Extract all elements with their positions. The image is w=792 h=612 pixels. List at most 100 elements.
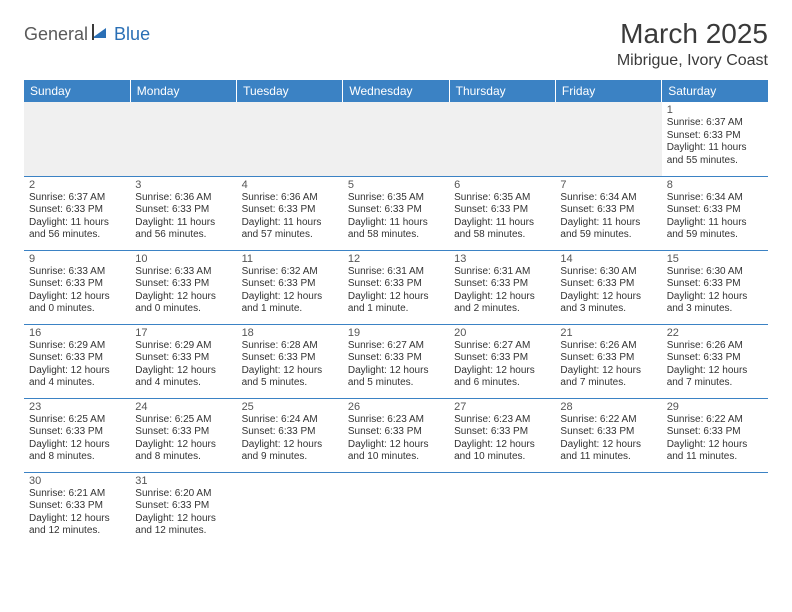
sunset-text: Sunset: 6:33 PM xyxy=(454,278,550,291)
sunrise-text: Sunrise: 6:36 AM xyxy=(242,192,338,205)
calendar-page: General Blue March 2025 Mibrigue, Ivory … xyxy=(0,0,792,556)
sunset-text: Sunset: 6:33 PM xyxy=(348,352,444,365)
calendar-week-row: 23Sunrise: 6:25 AMSunset: 6:33 PMDayligh… xyxy=(24,398,768,472)
sunset-text: Sunset: 6:33 PM xyxy=(135,500,231,513)
sunrise-text: Sunrise: 6:25 AM xyxy=(135,414,231,427)
sunset-text: Sunset: 6:33 PM xyxy=(242,278,338,291)
sunset-text: Sunset: 6:33 PM xyxy=(560,278,656,291)
calendar-empty-cell xyxy=(555,102,661,176)
calendar-week-row: 2Sunrise: 6:37 AMSunset: 6:33 PMDaylight… xyxy=(24,176,768,250)
daylight-text: Daylight: 12 hours and 10 minutes. xyxy=(348,439,444,464)
title-block: March 2025 Mibrigue, Ivory Coast xyxy=(617,18,768,70)
calendar-week-row: 9Sunrise: 6:33 AMSunset: 6:33 PMDaylight… xyxy=(24,250,768,324)
daylight-text: Daylight: 12 hours and 0 minutes. xyxy=(29,291,125,316)
calendar-day-cell: 23Sunrise: 6:25 AMSunset: 6:33 PMDayligh… xyxy=(24,398,130,472)
calendar-day-cell: 8Sunrise: 6:34 AMSunset: 6:33 PMDaylight… xyxy=(662,176,768,250)
calendar-empty-cell xyxy=(343,472,449,546)
calendar-empty-cell xyxy=(237,472,343,546)
calendar-day-cell: 28Sunrise: 6:22 AMSunset: 6:33 PMDayligh… xyxy=(555,398,661,472)
daylight-text: Daylight: 12 hours and 11 minutes. xyxy=(667,439,763,464)
day-number: 1 xyxy=(667,104,763,116)
day-number: 7 xyxy=(560,179,656,191)
calendar-day-cell: 26Sunrise: 6:23 AMSunset: 6:33 PMDayligh… xyxy=(343,398,449,472)
calendar-day-cell: 5Sunrise: 6:35 AMSunset: 6:33 PMDaylight… xyxy=(343,176,449,250)
sunrise-text: Sunrise: 6:28 AM xyxy=(242,340,338,353)
day-number: 3 xyxy=(135,179,231,191)
sunrise-text: Sunrise: 6:29 AM xyxy=(29,340,125,353)
daylight-text: Daylight: 12 hours and 12 minutes. xyxy=(135,513,231,538)
day-number: 22 xyxy=(667,327,763,339)
day-number: 21 xyxy=(560,327,656,339)
calendar-empty-cell xyxy=(449,102,555,176)
sunrise-text: Sunrise: 6:27 AM xyxy=(348,340,444,353)
sunrise-text: Sunrise: 6:35 AM xyxy=(454,192,550,205)
sunrise-text: Sunrise: 6:33 AM xyxy=(135,266,231,279)
calendar-day-cell: 30Sunrise: 6:21 AMSunset: 6:33 PMDayligh… xyxy=(24,472,130,546)
day-number: 8 xyxy=(667,179,763,191)
sunrise-text: Sunrise: 6:30 AM xyxy=(560,266,656,279)
sunrise-text: Sunrise: 6:23 AM xyxy=(348,414,444,427)
month-title: March 2025 xyxy=(617,18,768,50)
sunset-text: Sunset: 6:33 PM xyxy=(667,352,763,365)
calendar-day-cell: 14Sunrise: 6:30 AMSunset: 6:33 PMDayligh… xyxy=(555,250,661,324)
daylight-text: Daylight: 11 hours and 57 minutes. xyxy=(242,217,338,242)
day-number: 9 xyxy=(29,253,125,265)
calendar-day-cell: 9Sunrise: 6:33 AMSunset: 6:33 PMDaylight… xyxy=(24,250,130,324)
sunset-text: Sunset: 6:33 PM xyxy=(667,278,763,291)
sunrise-text: Sunrise: 6:30 AM xyxy=(667,266,763,279)
calendar-day-cell: 21Sunrise: 6:26 AMSunset: 6:33 PMDayligh… xyxy=(555,324,661,398)
day-number: 31 xyxy=(135,475,231,487)
calendar-empty-cell xyxy=(343,102,449,176)
weekday-header: Friday xyxy=(555,80,661,102)
sunset-text: Sunset: 6:33 PM xyxy=(29,278,125,291)
weekday-header: Tuesday xyxy=(237,80,343,102)
day-number: 4 xyxy=(242,179,338,191)
sunset-text: Sunset: 6:33 PM xyxy=(242,352,338,365)
daylight-text: Daylight: 11 hours and 55 minutes. xyxy=(667,142,763,167)
day-number: 15 xyxy=(667,253,763,265)
sunset-text: Sunset: 6:33 PM xyxy=(560,204,656,217)
calendar-day-cell: 10Sunrise: 6:33 AMSunset: 6:33 PMDayligh… xyxy=(130,250,236,324)
sunset-text: Sunset: 6:33 PM xyxy=(135,352,231,365)
daylight-text: Daylight: 12 hours and 11 minutes. xyxy=(560,439,656,464)
day-number: 2 xyxy=(29,179,125,191)
sunrise-text: Sunrise: 6:25 AM xyxy=(29,414,125,427)
calendar-day-cell: 24Sunrise: 6:25 AMSunset: 6:33 PMDayligh… xyxy=(130,398,236,472)
calendar-day-cell: 13Sunrise: 6:31 AMSunset: 6:33 PMDayligh… xyxy=(449,250,555,324)
day-number: 25 xyxy=(242,401,338,413)
day-number: 26 xyxy=(348,401,444,413)
daylight-text: Daylight: 11 hours and 56 minutes. xyxy=(29,217,125,242)
day-number: 5 xyxy=(348,179,444,191)
daylight-text: Daylight: 12 hours and 3 minutes. xyxy=(560,291,656,316)
sunrise-text: Sunrise: 6:24 AM xyxy=(242,414,338,427)
calendar-day-cell: 16Sunrise: 6:29 AMSunset: 6:33 PMDayligh… xyxy=(24,324,130,398)
day-number: 10 xyxy=(135,253,231,265)
sunset-text: Sunset: 6:33 PM xyxy=(242,204,338,217)
calendar-empty-cell xyxy=(555,472,661,546)
weekday-header: Monday xyxy=(130,80,236,102)
sunset-text: Sunset: 6:33 PM xyxy=(454,426,550,439)
sunrise-text: Sunrise: 6:22 AM xyxy=(667,414,763,427)
daylight-text: Daylight: 12 hours and 6 minutes. xyxy=(454,365,550,390)
daylight-text: Daylight: 11 hours and 58 minutes. xyxy=(454,217,550,242)
calendar-week-row: 30Sunrise: 6:21 AMSunset: 6:33 PMDayligh… xyxy=(24,472,768,546)
sunrise-text: Sunrise: 6:20 AM xyxy=(135,488,231,501)
calendar-body: 1Sunrise: 6:37 AMSunset: 6:33 PMDaylight… xyxy=(24,102,768,546)
day-number: 12 xyxy=(348,253,444,265)
calendar-empty-cell xyxy=(449,472,555,546)
sunset-text: Sunset: 6:33 PM xyxy=(348,278,444,291)
day-number: 18 xyxy=(242,327,338,339)
sunset-text: Sunset: 6:33 PM xyxy=(135,426,231,439)
daylight-text: Daylight: 12 hours and 4 minutes. xyxy=(29,365,125,390)
calendar-empty-cell xyxy=(662,472,768,546)
calendar-day-cell: 4Sunrise: 6:36 AMSunset: 6:33 PMDaylight… xyxy=(237,176,343,250)
sunrise-text: Sunrise: 6:23 AM xyxy=(454,414,550,427)
calendar-empty-cell xyxy=(237,102,343,176)
sunset-text: Sunset: 6:33 PM xyxy=(29,204,125,217)
calendar-day-cell: 1Sunrise: 6:37 AMSunset: 6:33 PMDaylight… xyxy=(662,102,768,176)
calendar-day-cell: 2Sunrise: 6:37 AMSunset: 6:33 PMDaylight… xyxy=(24,176,130,250)
daylight-text: Daylight: 12 hours and 4 minutes. xyxy=(135,365,231,390)
sunrise-text: Sunrise: 6:21 AM xyxy=(29,488,125,501)
sunset-text: Sunset: 6:33 PM xyxy=(560,352,656,365)
calendar-day-cell: 7Sunrise: 6:34 AMSunset: 6:33 PMDaylight… xyxy=(555,176,661,250)
